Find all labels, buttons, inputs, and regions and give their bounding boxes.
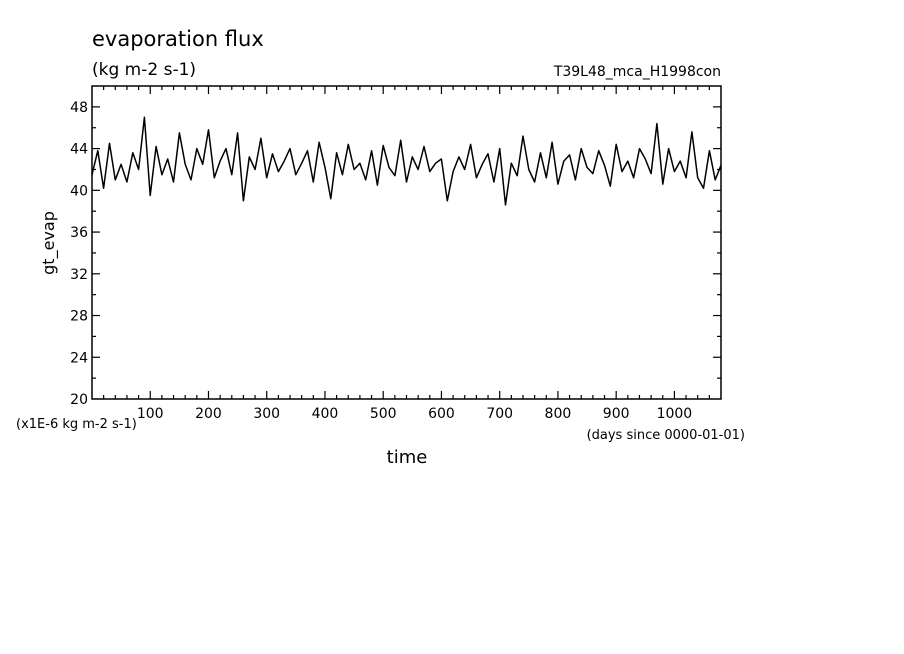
series-line: [91, 116, 722, 206]
y-tick-label: 32: [70, 267, 88, 283]
x-unit-note: (days since 0000-01-01): [587, 428, 745, 443]
y-tick-label: 20: [70, 392, 88, 408]
x-tick-label: 1000: [657, 406, 693, 422]
y-tick-label: 24: [70, 350, 88, 366]
x-axis-label: time: [387, 447, 428, 468]
x-tick-label: 400: [312, 406, 339, 422]
y-unit-note: (x1E-6 kg m-2 s-1): [16, 417, 137, 432]
x-tick-label: 100: [137, 406, 164, 422]
run-label: T39L48_mca_H1998con: [553, 64, 721, 80]
chart-title: evaporation flux: [92, 27, 264, 51]
plot-frame: [91, 85, 722, 400]
x-tick-label: 500: [370, 406, 397, 422]
x-tick-label: 700: [486, 406, 513, 422]
y-tick-label: 36: [70, 225, 88, 241]
axis-ticks: [92, 86, 721, 399]
tick-labels: 100 200 300 400 500 600 700 800 900 1000 20 24 28 32 3…: [70, 100, 692, 422]
y-tick-label: 28: [70, 309, 88, 325]
x-tick-label: 900: [603, 406, 630, 422]
x-tick-label: 800: [545, 406, 572, 422]
y-tick-label: 40: [70, 183, 88, 199]
x-tick-label: 300: [253, 406, 280, 422]
x-tick-label: 600: [428, 406, 455, 422]
chart-subtitle: (kg m-2 s-1): [92, 60, 196, 80]
x-tick-label: 200: [195, 406, 222, 422]
y-axis-label: gt_evap: [39, 211, 59, 275]
y-tick-label: 44: [70, 142, 88, 158]
y-tick-label: 48: [70, 100, 88, 116]
